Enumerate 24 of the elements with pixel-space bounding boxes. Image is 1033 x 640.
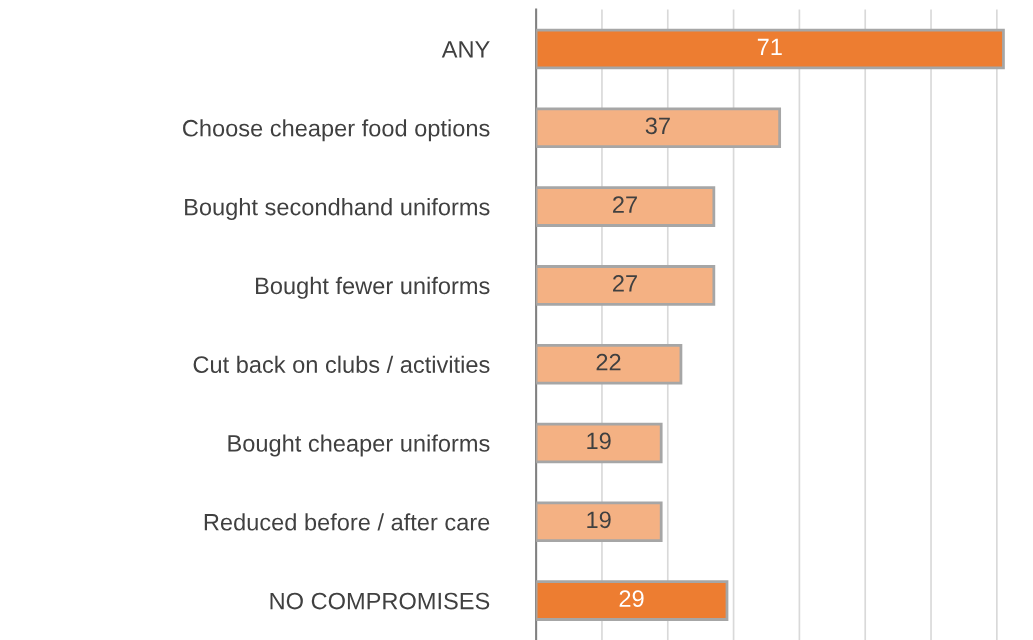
bar [536, 186, 716, 227]
y-tick-label: Choose cheaper food options [183, 119, 490, 142]
data-label: 29 [619, 590, 644, 607]
bar [536, 343, 683, 385]
bar [536, 501, 663, 543]
data-label: 71 [757, 38, 782, 56]
y-tick-label: Bought fewer uniforms [256, 276, 490, 299]
y-tick-label: Reduced before / after care [204, 513, 490, 531]
y-tick-label: Bought secondhand uniforms [185, 198, 490, 221]
data-label: 19 [587, 432, 611, 450]
data-label: 37 [645, 117, 670, 135]
y-tick-label: Bought cheaper uniforms [228, 434, 490, 457]
data-label: 27 [613, 275, 637, 292]
bar [536, 107, 782, 149]
data-label: 19 [587, 511, 611, 529]
y-tick-label: ANY [441, 41, 490, 58]
y-tick-label: NO COMPROMISES [270, 592, 490, 610]
bar [536, 422, 663, 464]
bar [536, 265, 716, 306]
bar [536, 580, 729, 621]
data-label: 27 [613, 196, 637, 213]
bar [536, 28, 1005, 70]
data-label: 22 [596, 353, 621, 371]
y-tick-label: Cut back on clubs / activities [193, 355, 490, 373]
